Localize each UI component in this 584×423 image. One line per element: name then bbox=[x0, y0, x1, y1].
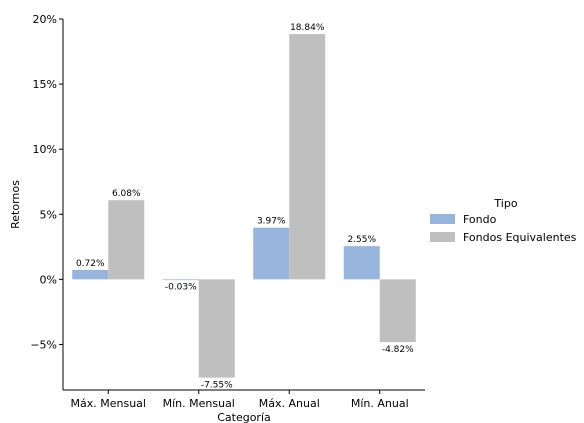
legend-label: Fondos Equivalentes bbox=[463, 231, 577, 244]
x-tick-label: Mín. Mensual bbox=[163, 397, 235, 410]
y-tick-label: −5% bbox=[30, 338, 57, 351]
legend: Tipo Fondo Fondos Equivalentes bbox=[430, 197, 577, 244]
legend-label: Fondo bbox=[463, 213, 497, 226]
y-tick-label: 5% bbox=[40, 208, 57, 221]
data-label: 18.84% bbox=[290, 23, 325, 33]
bar-fondo bbox=[253, 227, 290, 280]
bar-fondos-equivalentes bbox=[198, 279, 235, 378]
bar-fondo bbox=[343, 246, 380, 280]
data-label: 2.55% bbox=[347, 235, 376, 245]
y-tick-label: 15% bbox=[33, 78, 57, 91]
data-labels-layer: 0.72% 6.08% -0.03% -7.55% 3.97% 18.84% 2.55% -4… bbox=[76, 23, 414, 391]
y-tick-label: 20% bbox=[33, 13, 57, 26]
y-axis-title: Retornos bbox=[9, 180, 22, 229]
bar-fondo bbox=[162, 279, 199, 281]
y-axis-ticks: −5% 0% 5% 10% 15% 20% bbox=[30, 13, 63, 351]
bar-fondos-equivalentes bbox=[289, 34, 326, 280]
data-label: -7.55% bbox=[201, 381, 233, 391]
bar-fondos-equivalentes bbox=[379, 279, 416, 343]
legend-swatch bbox=[430, 232, 455, 242]
data-label: 3.97% bbox=[257, 217, 286, 227]
x-tick-label: Mín. Anual bbox=[351, 397, 409, 410]
y-tick-label: 10% bbox=[33, 143, 57, 156]
legend-items: Fondo Fondos Equivalentes bbox=[430, 213, 577, 244]
data-label: 0.72% bbox=[76, 259, 105, 269]
data-label: -4.82% bbox=[382, 345, 414, 355]
bars-layer bbox=[72, 34, 416, 378]
x-axis-title: Categoría bbox=[217, 411, 271, 423]
y-tick-label: 0% bbox=[40, 273, 57, 286]
data-label: -0.03% bbox=[165, 283, 197, 293]
bar-fondos-equivalentes bbox=[108, 200, 145, 280]
data-label: 6.08% bbox=[112, 189, 141, 199]
bar-fondo bbox=[72, 269, 109, 280]
legend-title: Tipo bbox=[493, 197, 517, 210]
x-tick-label: Máx. Mensual bbox=[71, 397, 146, 410]
legend-swatch bbox=[430, 214, 455, 224]
x-axis-ticks: Máx. Mensual Mín. Mensual Máx. Anual Mín. A… bbox=[71, 390, 409, 410]
x-tick-label: Máx. Anual bbox=[259, 397, 320, 410]
